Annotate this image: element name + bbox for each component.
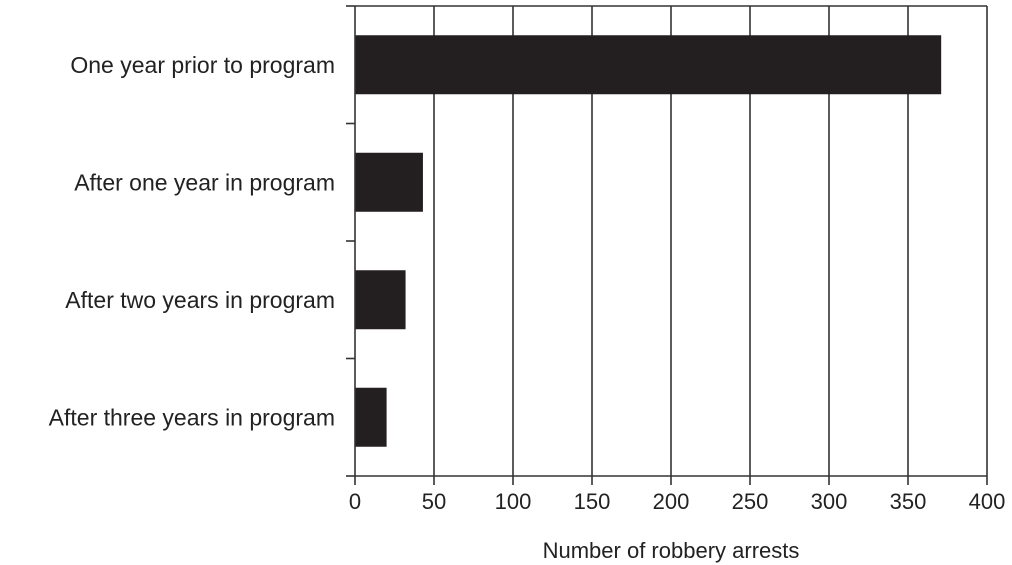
x-tick-label-200: 200 bbox=[653, 489, 690, 514]
axes bbox=[346, 5, 988, 485]
x-tick-label-350: 350 bbox=[890, 489, 927, 514]
x-tick-label-400: 400 bbox=[969, 489, 1006, 514]
category-label-3: After two years in program bbox=[65, 287, 335, 313]
labels: 0 50 100 150 200 250 300 350 400 One year prior t… bbox=[49, 52, 1006, 514]
category-label-2: After one year in program bbox=[74, 169, 335, 195]
bar-2 bbox=[355, 152, 423, 212]
bar-4 bbox=[355, 387, 387, 447]
x-tick-label-250: 250 bbox=[732, 489, 769, 514]
category-label-4: After three years in program bbox=[49, 404, 335, 430]
x-tick-label-300: 300 bbox=[811, 489, 848, 514]
x-tick-label-0: 0 bbox=[349, 489, 361, 514]
bar-3 bbox=[355, 270, 406, 330]
x-tick-label-50: 50 bbox=[422, 489, 446, 514]
x-tick-label-150: 150 bbox=[574, 489, 611, 514]
bar-1 bbox=[355, 35, 942, 95]
x-axis-title: Number of robbery arrests bbox=[543, 538, 800, 563]
category-label-1: One year prior to program bbox=[70, 52, 335, 78]
bars bbox=[355, 35, 942, 447]
x-tick-label-100: 100 bbox=[495, 489, 532, 514]
